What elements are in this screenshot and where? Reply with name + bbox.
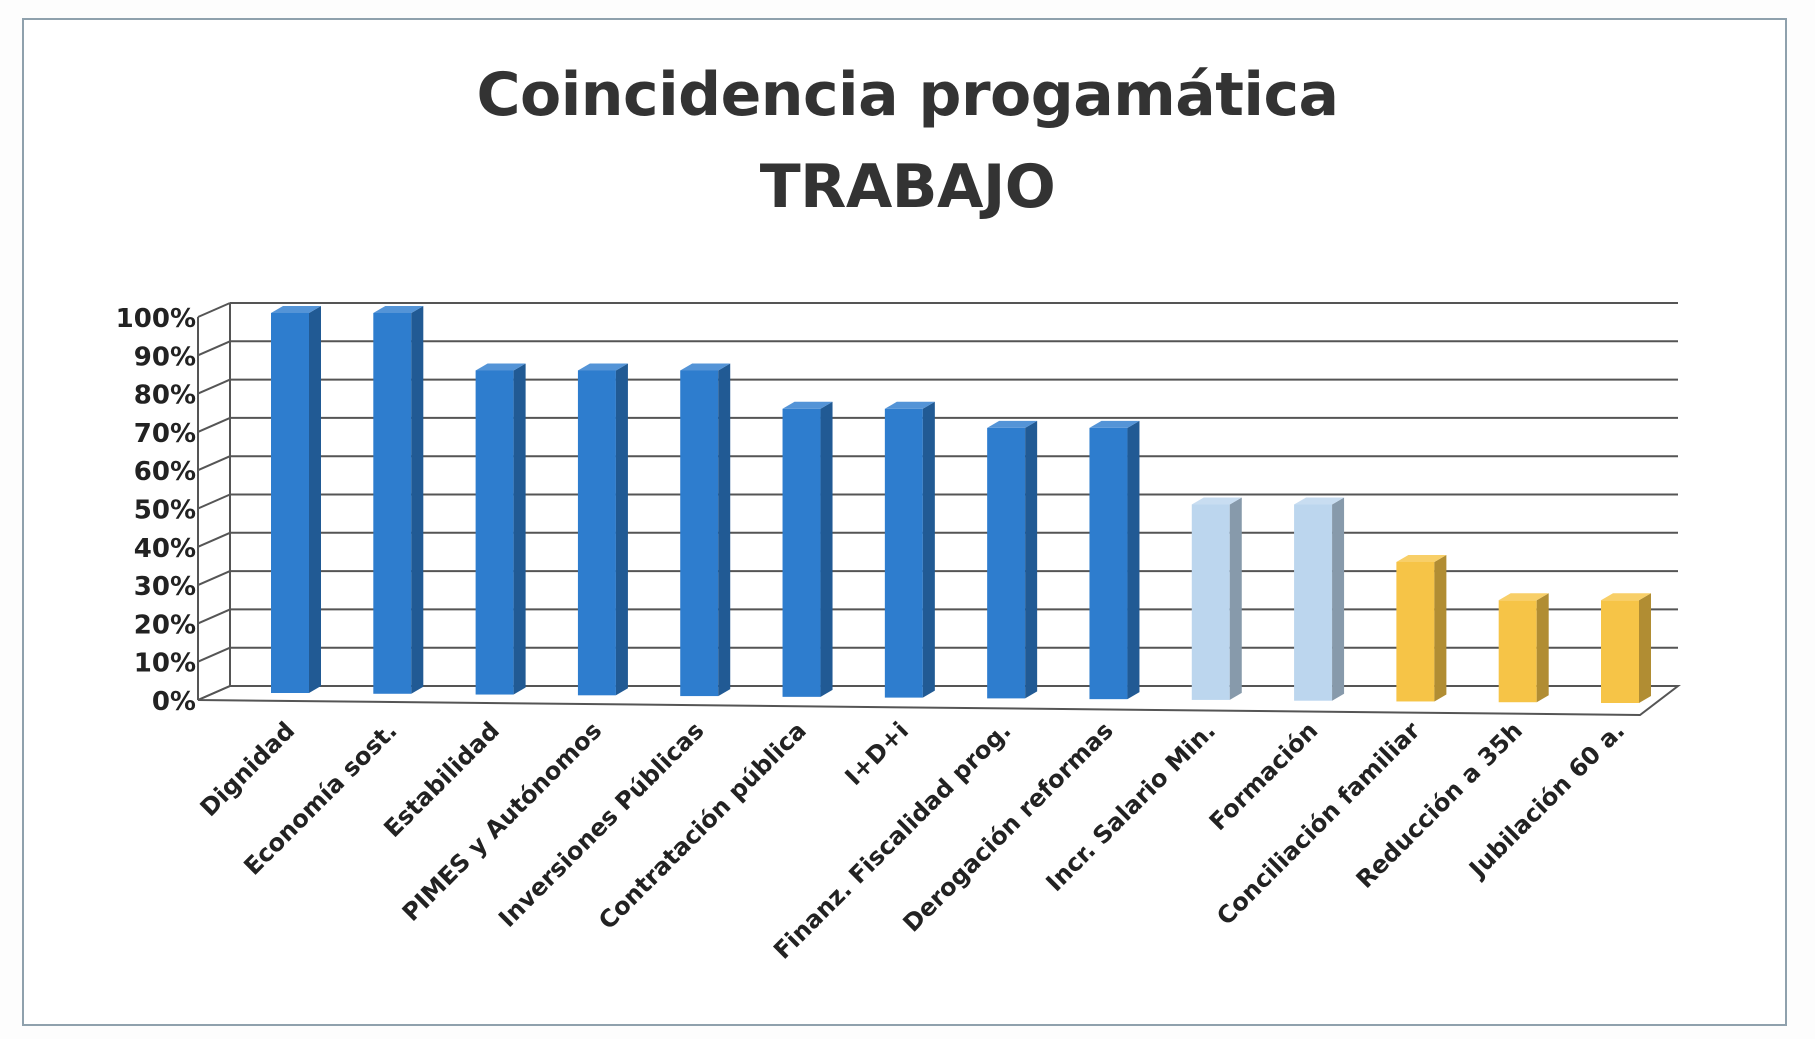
side-gridline xyxy=(197,378,231,395)
bar-front xyxy=(987,427,1026,699)
side-gridline xyxy=(197,570,231,587)
bar xyxy=(1498,593,1549,703)
bar-top xyxy=(884,401,935,409)
x-tick-label: Contratación pública xyxy=(593,716,812,935)
y-tick-label: 70% xyxy=(134,419,196,449)
y-tick-label: 40% xyxy=(134,534,196,564)
x-tick-label: Reducción a 35h xyxy=(1351,716,1528,893)
x-tick-label: Dignidad xyxy=(195,716,301,822)
x-tick-label: PIMES y Autónomos xyxy=(397,716,607,926)
bars xyxy=(271,306,1651,703)
bar-top xyxy=(1601,593,1651,601)
y-tick-label: 90% xyxy=(134,342,196,372)
bar xyxy=(1089,420,1140,700)
bar xyxy=(987,420,1038,699)
x-tick-label: Inversiones Públicas xyxy=(493,716,709,932)
y-axis-ticks: 0% 10% 20% 30% 40% 50% 60% 70% 80% 90% 100% xyxy=(116,304,196,717)
bar xyxy=(680,363,731,697)
side-gridline xyxy=(197,531,231,548)
bar-top xyxy=(1089,420,1140,428)
y-tick-label: 10% xyxy=(134,649,196,679)
y-tick-label: 100% xyxy=(116,304,196,334)
y-tick-label: 80% xyxy=(134,381,196,411)
side-gridline xyxy=(197,340,231,357)
bar-front xyxy=(577,370,616,696)
bar-front xyxy=(884,408,923,698)
bar-side xyxy=(1127,420,1140,700)
bar-top xyxy=(782,401,833,409)
bar-side xyxy=(1229,497,1242,700)
bar xyxy=(782,401,833,697)
x-tick-label: I+D+i xyxy=(840,716,914,790)
bar-side xyxy=(513,363,526,695)
bar-front xyxy=(1294,504,1333,701)
bar xyxy=(1601,593,1651,703)
side-gridline xyxy=(197,416,231,433)
bar-top xyxy=(1191,497,1242,505)
y-tick-label: 60% xyxy=(134,457,196,487)
side-gridline xyxy=(197,455,231,472)
bar-top xyxy=(475,363,526,371)
bar-side xyxy=(411,306,424,694)
x-tick-label: Derogación reformas xyxy=(898,716,1119,937)
bar-side xyxy=(1332,497,1345,701)
chart-title: Coincidencia progamática xyxy=(476,60,1339,130)
bar-front xyxy=(1601,600,1639,703)
bar-front xyxy=(1191,504,1230,700)
bar-front xyxy=(475,370,514,695)
bar-side xyxy=(309,306,321,693)
bar-side xyxy=(1434,554,1447,702)
side-gridline xyxy=(197,646,231,663)
bar-side xyxy=(922,401,935,698)
bar xyxy=(577,363,628,696)
bar-top xyxy=(987,420,1038,428)
bar-front xyxy=(1498,600,1537,703)
bar xyxy=(1191,497,1242,700)
bar-front xyxy=(1396,561,1435,702)
side-gridline xyxy=(197,608,231,625)
bar-side xyxy=(820,401,833,697)
chart-subtitle: TRABAJO xyxy=(759,152,1056,222)
bar-side xyxy=(718,363,731,697)
bar-top xyxy=(1498,593,1549,601)
y-tick-label: 30% xyxy=(134,572,196,602)
bar-top xyxy=(680,363,731,371)
bar xyxy=(475,363,526,695)
bar-top xyxy=(271,306,321,313)
side-gridline xyxy=(197,493,231,510)
bar-top xyxy=(1294,497,1345,505)
x-tick-label: Incr. Salario Min. xyxy=(1041,716,1221,896)
side-gridline xyxy=(197,302,231,318)
bar xyxy=(1294,497,1345,701)
y-tick-label: 20% xyxy=(134,610,196,640)
x-tick-label: Conciliación familiar xyxy=(1211,716,1425,930)
bar xyxy=(271,306,321,693)
bar-top xyxy=(1396,554,1447,562)
bar-front xyxy=(373,313,412,694)
bar-top xyxy=(373,306,424,313)
bar-side xyxy=(615,363,628,696)
bar-front xyxy=(782,408,821,697)
bar-front xyxy=(1089,427,1128,700)
bar-side xyxy=(1025,420,1038,699)
bar-side xyxy=(1536,593,1549,703)
bar-front xyxy=(680,370,719,697)
bar xyxy=(1396,554,1447,702)
y-tick-label: 50% xyxy=(134,496,196,526)
bar xyxy=(373,306,424,694)
bar-side xyxy=(1639,593,1651,703)
y-tick-label: 0% xyxy=(152,687,196,717)
floor xyxy=(197,685,1681,717)
bar-front xyxy=(271,313,309,693)
bar xyxy=(884,401,935,698)
bar-top xyxy=(577,363,628,371)
